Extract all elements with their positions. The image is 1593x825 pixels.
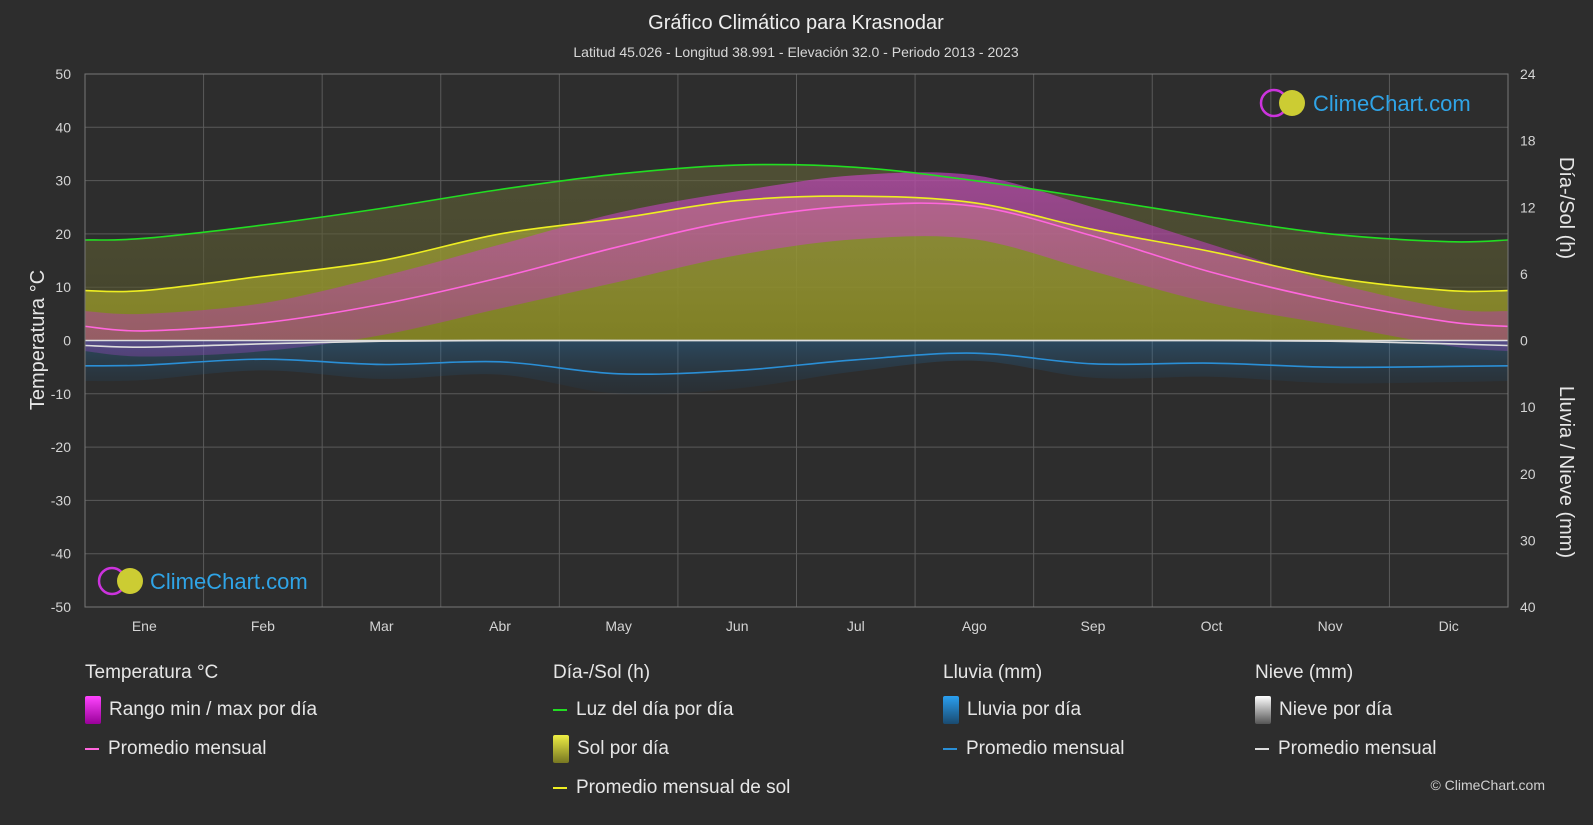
legend-item: Rango min / max por día [85,696,318,724]
sunshine-avg-line [84,195,1509,293]
daylight-swatch [553,709,567,711]
legend-label: Rango min / max por día [109,699,318,720]
temp-range-swatch [85,696,101,724]
legend-item: Promedio mensual [85,737,317,761]
legend-item: Promedio mensual [1255,737,1436,761]
legend-label: Luz del día por día [576,699,734,720]
y-right-top-tick-label: 12 [1520,199,1536,215]
legend-label: Promedio mensual [108,738,267,759]
y-left-tick-label: -40 [51,546,71,562]
legend-item: Sol por día [553,735,790,763]
legend-label: Sol por día [577,738,669,759]
copyright: © ClimeChart.com [1430,777,1545,793]
y-left-tick-label: 10 [55,279,71,295]
y-right-top-tick-label: 0 [1520,333,1528,349]
y-left-tick-label: -30 [51,492,71,508]
sun-avg-swatch [553,787,567,789]
x-tick-label: Mar [369,618,393,634]
snow-avg-line [84,339,1509,348]
legend-label: Promedio mensual [966,738,1125,759]
y-right-top-title: Día-/Sol (h) [1555,157,1577,259]
x-tick-label: Sep [1080,618,1105,634]
logo-text: ClimeChart.com [1313,91,1471,116]
legend-item: Luz del día por día [553,698,790,722]
y-left-tick-label: -20 [51,439,71,455]
legend-rain-title: Lluvia (mm) [943,662,1043,683]
legend-snow-title: Nieve (mm) [1255,662,1354,683]
y-left-tick-label: 20 [55,226,71,242]
temperature-avg-line [84,202,1509,332]
legend-sun-title: Día-/Sol (h) [553,662,651,683]
x-tick-label: Abr [489,618,511,634]
y-left-tick-label: 0 [63,333,71,349]
plot-frame [84,73,1509,608]
temperature-range-band [85,172,1508,357]
y-left-tick-label: 50 [55,66,71,82]
legend-temperature: Temperatura °C Rango min / max por día P… [85,662,317,776]
plot-area: 50 40 30 20 10 0 -10 -20 -30 -40 -50 24 18 12 6 0 10 20 30… [51,66,1536,634]
daylight-line [84,163,1509,243]
y-right-top-tick-label: 18 [1520,133,1536,149]
y-left-tick-label: -10 [51,386,71,402]
chart-title: Gráfico Climático para Krasnodar [648,12,944,34]
logo-sun-icon [117,568,143,594]
logo-text: ClimeChart.com [150,569,308,594]
x-tick-label: Feb [251,618,275,634]
x-tick-label: Jul [847,618,865,634]
rain-avg-swatch [943,748,957,750]
legend-item: Lluvia por día [943,696,1124,724]
legend-label: Promedio mensual de sol [576,777,791,798]
x-tick-label: Dic [1439,618,1459,634]
logo-top: ClimeChart.com [1259,88,1471,118]
legend-label: Lluvia por día [967,699,1082,720]
legend-snow: Nieve (mm) Nieve por día Promedio mensua… [1255,662,1436,776]
logo-sun-icon [1279,90,1305,116]
logo-bottom: ClimeChart.com [97,566,308,596]
rain-avg-line [84,352,1509,376]
legend-item: Promedio mensual de sol [553,776,790,800]
snow-swatch [1255,696,1271,724]
y-left-tick-label: -50 [51,599,71,615]
y-right-bottom-tick-label: 40 [1520,599,1536,615]
chart-subtitle: Latitud 45.026 - Longitud 38.991 - Eleva… [573,44,1018,60]
legend-temperature-title: Temperatura °C [85,662,219,683]
x-tick-label: Nov [1318,618,1343,634]
y-right-bottom-title: Lluvia / Nieve (mm) [1555,386,1577,558]
y-left-tick-label: 40 [55,119,71,135]
y-right-top-tick-label: 24 [1520,66,1536,82]
y-right-bottom-tick-label: 20 [1520,466,1536,482]
y-right-bottom-tick-label: 10 [1520,399,1536,415]
legend-item: Nieve por día [1255,696,1436,724]
x-tick-label: Ene [132,618,157,634]
y-left-tick-label: 30 [55,173,71,189]
x-tick-label: Ago [962,618,987,634]
x-tick-label: Jun [726,618,749,634]
temp-avg-swatch [85,748,99,750]
rain-swatch [943,696,959,724]
y-right-bottom-tick-label: 30 [1520,532,1536,548]
rain-area [85,340,1508,395]
sun-swatch [553,735,569,763]
legend-label: Promedio mensual [1278,738,1437,759]
y-right-top-tick-label: 6 [1520,266,1528,282]
x-tick-label: May [605,618,631,634]
legend-sun: Día-/Sol (h) Luz del día por día Sol por… [553,662,790,815]
legend-item: Promedio mensual [943,737,1124,761]
x-tick-label: Oct [1201,618,1223,634]
legend-label: Nieve por día [1279,699,1393,720]
y-left-title: Temperatura °C [27,270,49,410]
legend-rain: Lluvia (mm) Lluvia por día Promedio mens… [943,662,1124,776]
snow-avg-swatch [1255,748,1269,750]
